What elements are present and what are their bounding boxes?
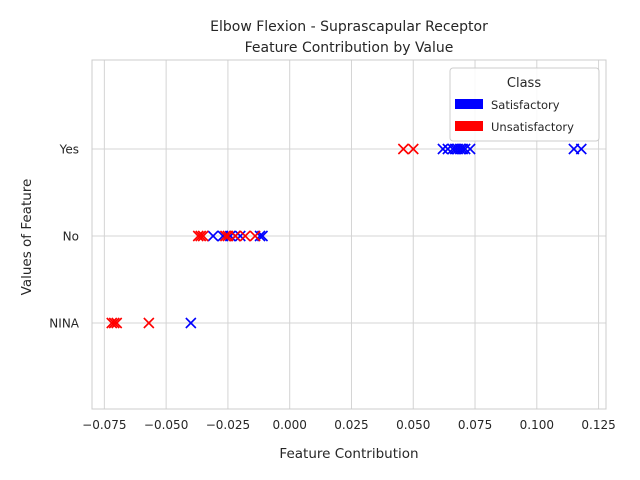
legend-swatch-satisfactory	[455, 99, 483, 109]
data-point-unsatisfactory	[108, 317, 120, 329]
data-point-unsatisfactory	[192, 230, 204, 242]
data-point-unsatisfactory	[106, 317, 118, 329]
legend: Class Satisfactory Unsatisfactory	[449, 67, 600, 142]
legend-label-satisfactory: Satisfactory	[491, 98, 560, 112]
data-point-unsatisfactory	[239, 230, 251, 242]
data-point-satisfactory	[207, 230, 219, 242]
data-point-satisfactory	[575, 143, 587, 155]
y-tick-label: Yes	[59, 143, 79, 157]
y-tick-label: No	[63, 230, 79, 244]
x-tick-label: 0.025	[334, 418, 368, 432]
data-points	[106, 143, 587, 329]
x-tick-label: 0.050	[396, 418, 430, 432]
data-point-satisfactory	[459, 143, 471, 155]
x-axis-label: Feature Contribution	[279, 446, 418, 462]
data-point-satisfactory	[464, 143, 476, 155]
data-point-unsatisfactory	[143, 317, 155, 329]
legend-label-unsatisfactory: Unsatisfactory	[491, 120, 574, 134]
legend-box	[449, 67, 600, 142]
legend-swatch-unsatisfactory	[455, 121, 483, 131]
data-point-unsatisfactory	[397, 143, 409, 155]
y-tick-label: NINA	[49, 317, 79, 331]
data-point-unsatisfactory	[229, 230, 241, 242]
x-tick-label: 0.125	[581, 418, 615, 432]
data-point-unsatisfactory	[197, 230, 209, 242]
data-point-unsatisfactory	[249, 230, 261, 242]
x-tick-label: −0.050	[144, 418, 188, 432]
data-point-satisfactory	[224, 230, 236, 242]
x-tick-label: 0.000	[273, 418, 307, 432]
x-tick-label: −0.075	[82, 418, 126, 432]
data-point-satisfactory	[254, 230, 266, 242]
x-tick-labels: −0.075 −0.050 −0.025 0.000 0.025 0.050 0.075 0.…	[82, 418, 616, 432]
data-point-unsatisfactory	[111, 317, 123, 329]
y-tick-labels: NINA No Yes	[49, 143, 79, 331]
data-point-unsatisfactory	[219, 230, 232, 242]
grid-lines	[92, 60, 606, 409]
legend-title: Class	[507, 76, 541, 91]
data-point-satisfactory	[234, 230, 246, 242]
data-point-unsatisfactory	[407, 143, 419, 155]
data-point-satisfactory	[454, 143, 466, 155]
data-point-satisfactory	[437, 143, 449, 155]
x-tick-label: −0.025	[206, 418, 250, 432]
data-point-satisfactory	[185, 317, 197, 329]
x-tick-label: 0.075	[458, 418, 492, 432]
y-axis-label: Values of Feature	[19, 179, 35, 296]
plot-frame	[91, 59, 607, 410]
x-tick-label: 0.100	[520, 418, 554, 432]
chart-title-line2: Feature Contribution by Value	[245, 40, 454, 56]
data-point-unsatisfactory	[195, 230, 207, 242]
chart-title-line1: Elbow Flexion - Suprascapular Receptor	[210, 19, 488, 35]
